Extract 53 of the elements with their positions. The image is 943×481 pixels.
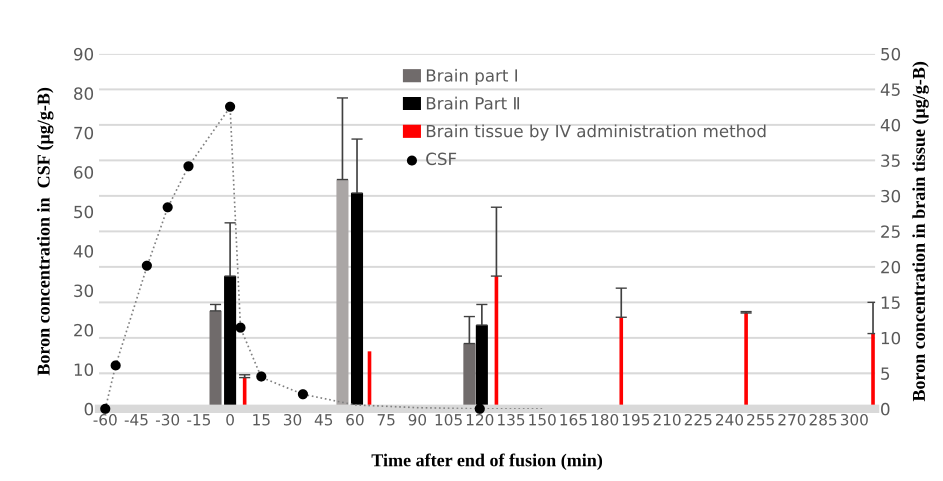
x-tick-label: 285 (810, 414, 836, 426)
y2-tick-label: 5 (881, 368, 890, 380)
x-tick-label: 300 (840, 414, 868, 426)
x-tick-label: -45 (124, 414, 148, 426)
x-tick-label: 105 (436, 414, 462, 426)
y-tick-label: 70 (74, 126, 94, 140)
y2-tick-label: 0 (881, 402, 890, 416)
x-tick-label: 60 (346, 414, 364, 426)
legend-label: CSF (426, 152, 456, 166)
y2-tick-label: 10 (882, 332, 900, 344)
x-tick-label: 135 (498, 414, 524, 426)
x-tick-label: -60 (94, 414, 117, 426)
y2-tick-label: 15 (882, 296, 900, 309)
y-tick-label: 50 (74, 206, 94, 218)
y2-tick-label: 50 (881, 48, 900, 60)
legend-label: Brain Part Ⅱ (426, 96, 520, 110)
y-tick-label: 80 (74, 87, 94, 100)
x-tick-label: 255 (747, 414, 774, 426)
x-tick-label: 120 (466, 414, 494, 426)
x-tick-label: 75 (378, 414, 395, 426)
y2-tick-label: 30 (881, 190, 900, 202)
x-tick-label: 225 (684, 414, 712, 426)
legend-label: Brain tissue by IV administration method (426, 124, 766, 141)
x-tick-label: 195 (622, 414, 650, 426)
y2-tick-label: 35 (881, 154, 900, 167)
y-axis-title: Boron concentration in CSF (μg/g-B) (36, 88, 54, 376)
x-tick-label: 240 (716, 414, 744, 426)
x-tick-label: 210 (654, 414, 681, 426)
y-tick-label: 30 (74, 284, 94, 298)
y-tick-label: 60 (74, 166, 94, 179)
x-tick-label: -15 (187, 414, 210, 426)
y2-axis-title: Boron concentration in brain tissue (μg/g-B) (912, 62, 929, 402)
y-tick-label: 10 (74, 363, 94, 376)
y-tick-label: 90 (74, 48, 94, 60)
x-tick-label: -30 (156, 414, 180, 426)
x-axis-title: Time after end of fusion (min) (372, 453, 602, 470)
x-tick-label: 150 (529, 414, 556, 426)
y-tick-label: 0 (84, 402, 94, 416)
x-tick-label: 15 (253, 414, 270, 426)
x-tick-label: 30 (284, 414, 302, 426)
x-tick-label: 165 (560, 414, 587, 426)
y2-tick-label: 20 (881, 260, 900, 274)
x-tick-label: 45 (314, 414, 332, 426)
x-tick-label: 0 (226, 414, 234, 426)
y2-tick-label: 25 (881, 225, 900, 238)
x-tick-label: 180 (592, 414, 618, 426)
x-tick-label: 90 (408, 414, 426, 426)
legend-label: Brain part Ⅰ (426, 68, 518, 85)
x-tick-label: 270 (778, 414, 806, 426)
y-tick-label: 20 (74, 324, 94, 337)
y-tick-label: 40 (74, 245, 94, 258)
y2-tick-label: 40 (880, 118, 900, 132)
y2-tick-label: 45 (880, 84, 900, 96)
